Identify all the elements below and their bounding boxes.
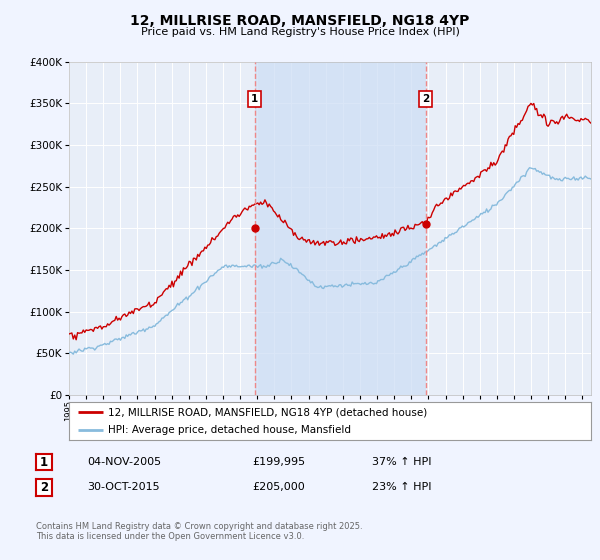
Text: 2: 2 <box>422 94 429 104</box>
Text: 2: 2 <box>40 480 48 494</box>
Text: 1: 1 <box>251 94 259 104</box>
Text: 23% ↑ HPI: 23% ↑ HPI <box>372 482 431 492</box>
Text: 12, MILLRISE ROAD, MANSFIELD, NG18 4YP (detached house): 12, MILLRISE ROAD, MANSFIELD, NG18 4YP (… <box>108 407 427 417</box>
Text: Contains HM Land Registry data © Crown copyright and database right 2025.
This d: Contains HM Land Registry data © Crown c… <box>36 522 362 542</box>
Text: 04-NOV-2005: 04-NOV-2005 <box>87 457 161 467</box>
Text: HPI: Average price, detached house, Mansfield: HPI: Average price, detached house, Mans… <box>108 425 351 435</box>
Text: 37% ↑ HPI: 37% ↑ HPI <box>372 457 431 467</box>
Text: 12, MILLRISE ROAD, MANSFIELD, NG18 4YP: 12, MILLRISE ROAD, MANSFIELD, NG18 4YP <box>130 14 470 28</box>
Bar <box>254 62 425 395</box>
Text: 30-OCT-2015: 30-OCT-2015 <box>87 482 160 492</box>
Text: £199,995: £199,995 <box>252 457 305 467</box>
Text: £205,000: £205,000 <box>252 482 305 492</box>
Text: 1: 1 <box>40 455 48 469</box>
Text: Price paid vs. HM Land Registry's House Price Index (HPI): Price paid vs. HM Land Registry's House … <box>140 27 460 37</box>
